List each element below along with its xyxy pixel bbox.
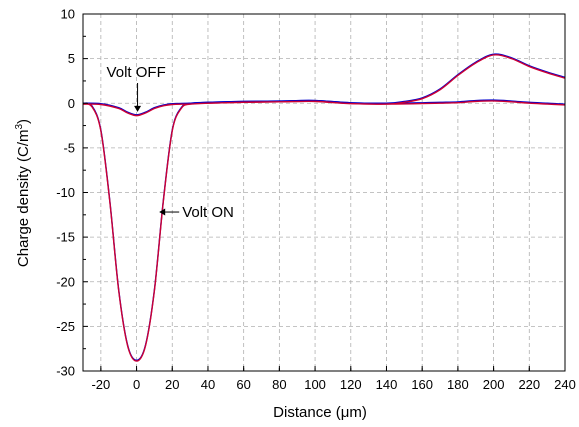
y-tick-label: -20 [56,274,75,289]
series-line [82,54,566,117]
y-axis-title-superscript: 3 [14,124,25,130]
y-tick-label: 0 [68,96,75,111]
x-tick-label: 200 [483,377,505,392]
annotation-arrowhead [159,208,166,216]
y-axis-title-close: ) [15,119,32,124]
y-tick-label: -25 [56,319,75,334]
y-tick-label: 5 [68,51,75,66]
series-line [82,100,566,362]
x-tick-label: 160 [411,377,433,392]
y-tick-label: 10 [61,7,75,22]
annotations: Volt OFF Volt ON [107,64,234,221]
x-tick-label: 120 [340,377,362,392]
annotation-arrowhead [134,105,142,112]
series-line [82,99,566,361]
y-tick-label: -30 [56,364,75,379]
y-axis: -30 -25 -20 -15 -10 -5 0 5 10 [56,7,88,379]
annotation-label: Volt ON [182,204,234,221]
y-tick-label: -10 [56,185,75,200]
y-tick-label: -15 [56,230,75,245]
x-tick-label: 180 [447,377,469,392]
x-tick-label: 140 [376,377,398,392]
x-tick-label: 40 [201,377,215,392]
y-axis-title-main: Charge density (C/m [15,130,32,268]
x-tick-label: -20 [91,377,110,392]
grid [83,14,565,371]
x-tick-label: 100 [304,377,326,392]
x-tick-label: 60 [236,377,250,392]
x-tick-label: 0 [133,377,140,392]
series-group [82,53,566,362]
y-tick-label: -5 [63,140,75,155]
x-axis-title: Distance (μm) [273,404,367,421]
x-tick-label: 220 [518,377,540,392]
y-axis-title: Charge density (C/m3) [14,119,32,267]
series-line [82,53,566,116]
x-tick-label: 20 [165,377,179,392]
annotation-label: Volt OFF [107,64,166,81]
x-axis: -20 0 20 40 60 80 100 120 140 160 180 200 220 240 [91,366,576,392]
x-tick-label: 240 [554,377,576,392]
x-tick-label: 80 [272,377,286,392]
